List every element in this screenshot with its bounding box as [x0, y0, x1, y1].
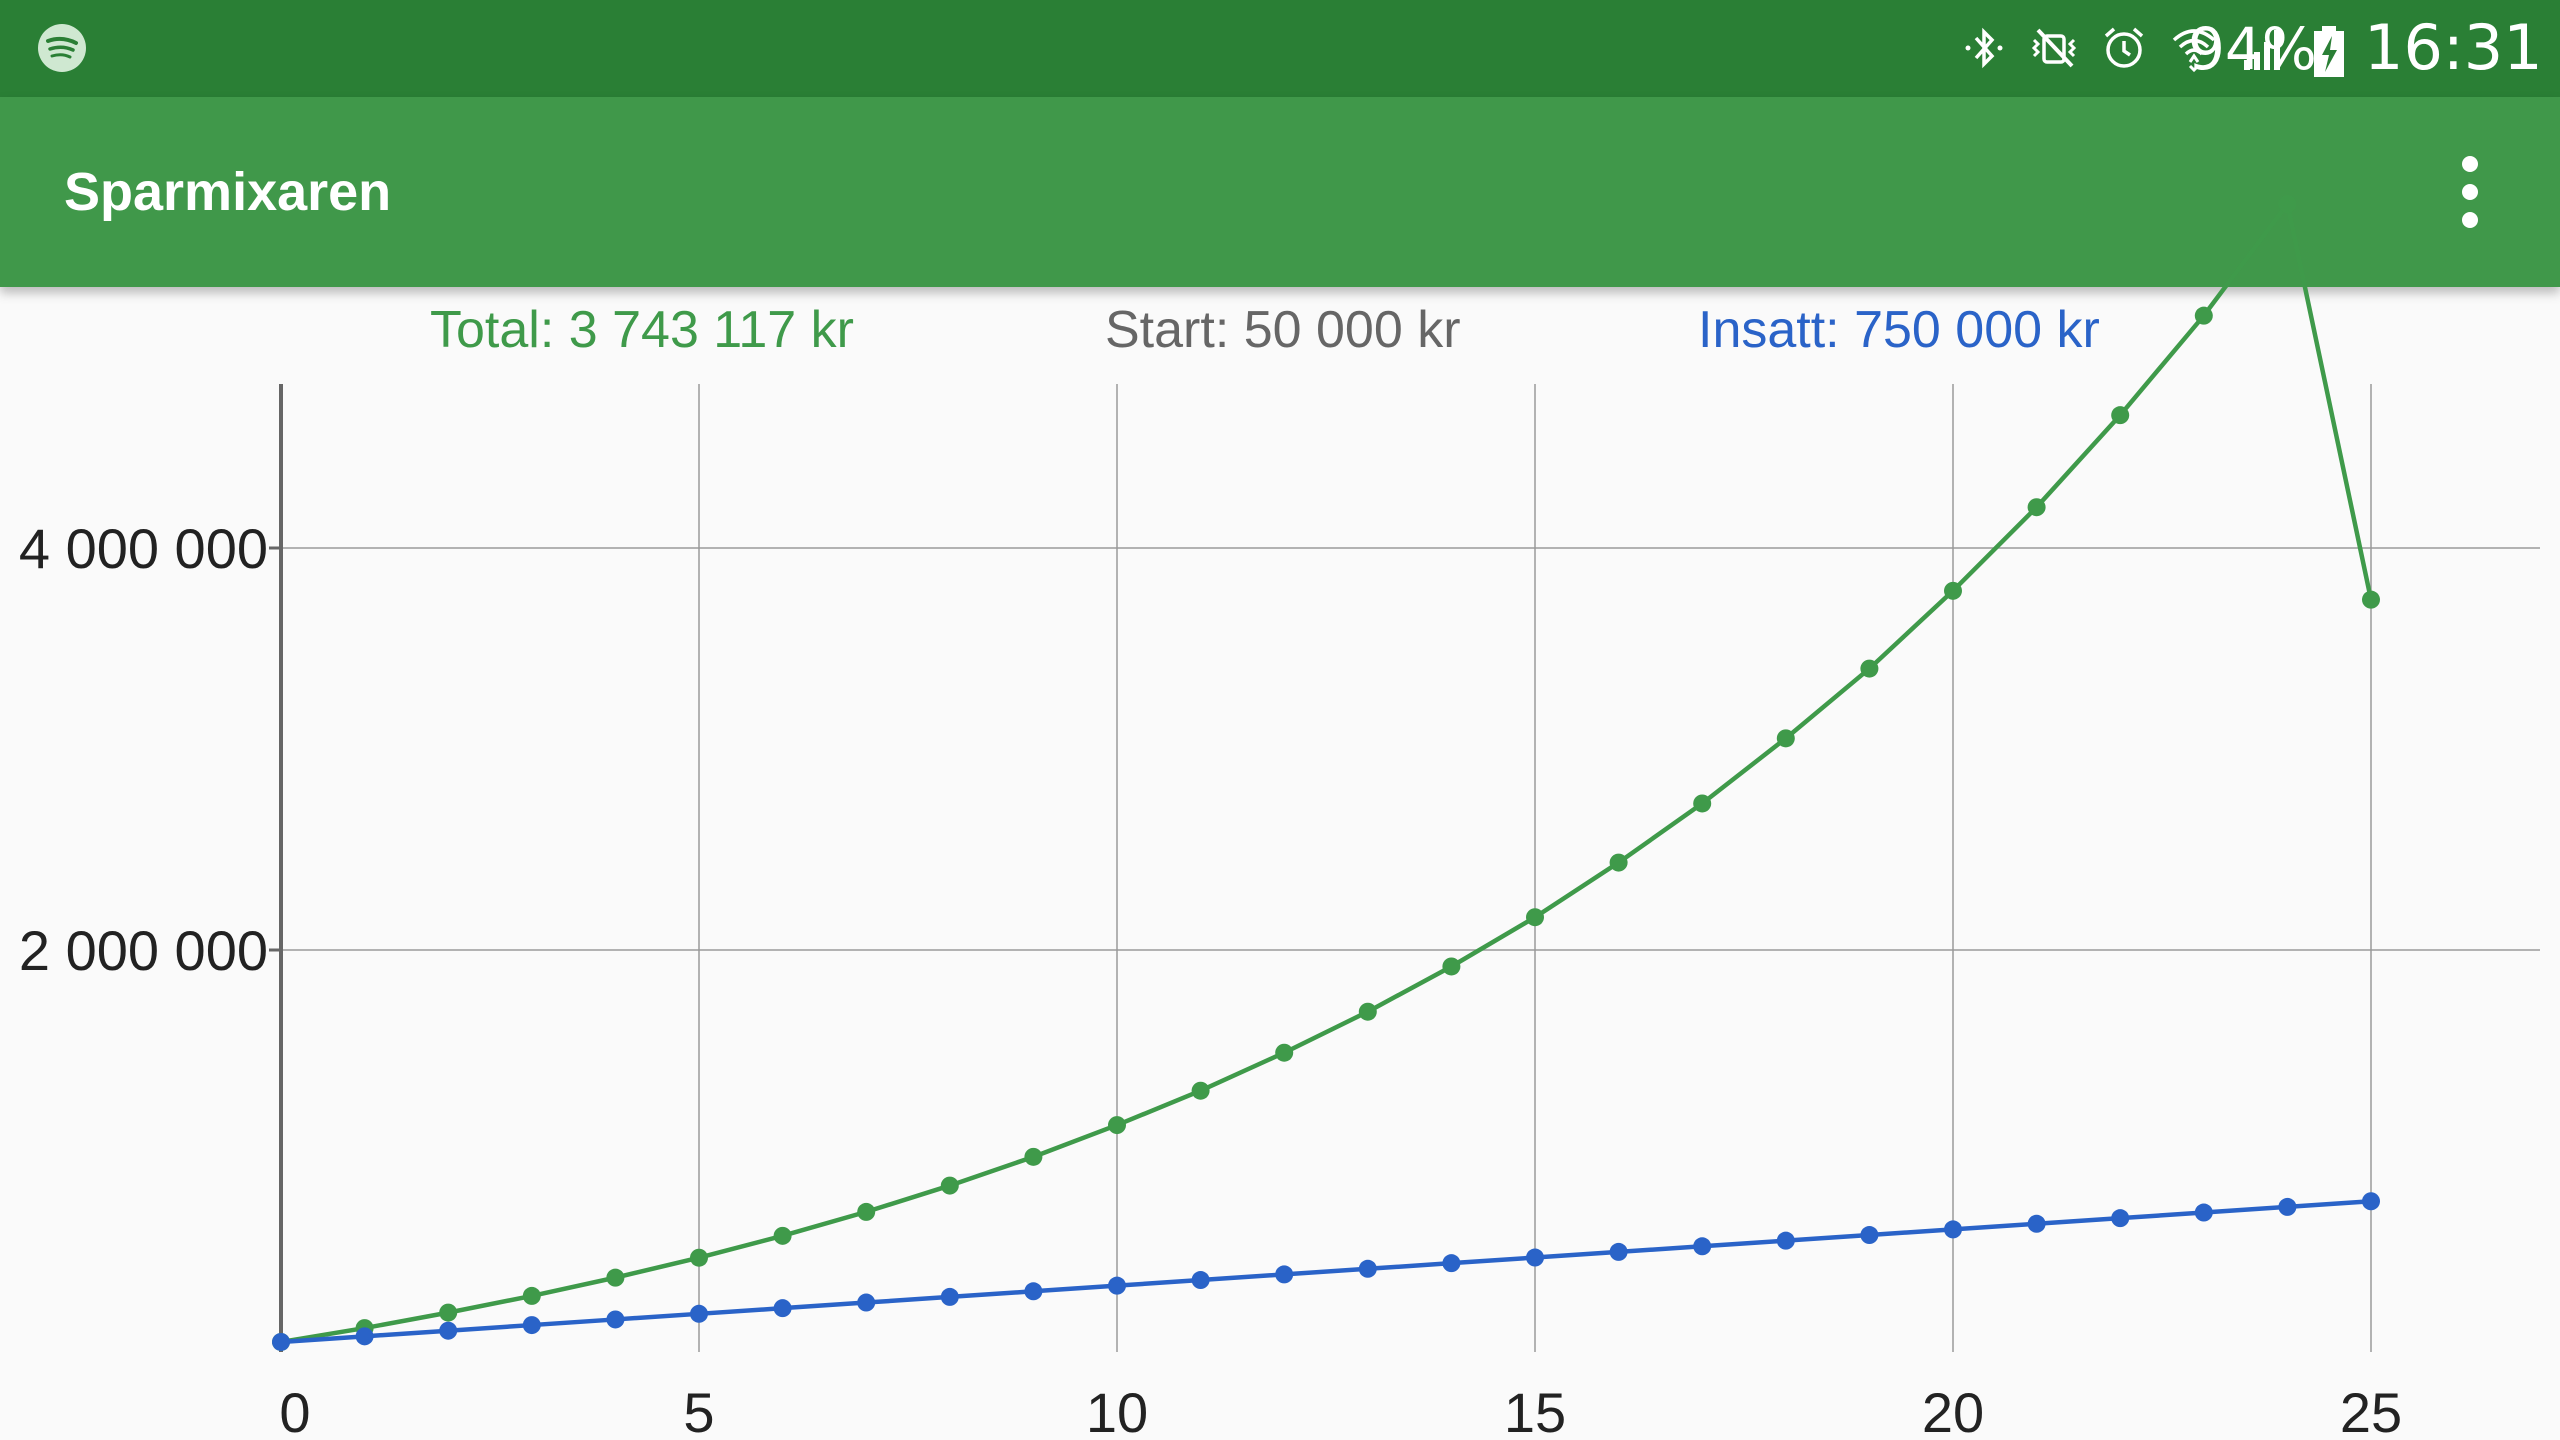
data-point — [1693, 794, 1712, 813]
app-bar: Sparmixaren — [0, 97, 2560, 287]
data-point — [1944, 1220, 1962, 1239]
status-bar: 94% 16:31 — [0, 0, 2560, 97]
data-point — [522, 1286, 541, 1305]
data-point — [1860, 659, 1879, 678]
more-vert-icon[interactable] — [2440, 152, 2500, 232]
data-point — [2362, 590, 2380, 609]
data-point — [1358, 1259, 1377, 1278]
signal-icon — [2244, 30, 2280, 70]
data-point — [2027, 498, 2046, 517]
data-point — [2362, 1192, 2380, 1211]
data-point — [1275, 1265, 1294, 1284]
data-point — [439, 1321, 458, 1340]
data-point — [1275, 1043, 1294, 1062]
x-tick-label: 5 — [683, 1381, 714, 1440]
battery-charging-icon — [2314, 26, 2344, 77]
data-point — [1776, 1231, 1795, 1250]
data-point — [1693, 1237, 1712, 1256]
data-point — [1776, 729, 1795, 748]
wifi-icon — [2172, 29, 2216, 73]
data-point — [606, 1268, 625, 1287]
status-icons — [1958, 20, 2290, 76]
data-point — [1860, 1226, 1879, 1245]
app-title: Sparmixaren — [64, 162, 392, 222]
summary-start: Start: 50 000 kr — [1105, 301, 1461, 359]
x-tick-label: 0 — [279, 1381, 310, 1440]
clock: 16:31 — [2364, 11, 2543, 84]
data-point — [1024, 1282, 1043, 1301]
data-point — [2111, 406, 2130, 425]
spotify-icon — [38, 24, 86, 72]
data-point — [1108, 1116, 1126, 1135]
data-point — [2278, 195, 2297, 214]
data-point — [522, 1316, 541, 1335]
data-point — [2194, 1203, 2213, 1222]
data-point — [1191, 1081, 1210, 1100]
bluetooth-icon — [1965, 27, 2003, 69]
data-point — [272, 1332, 290, 1351]
data-point — [857, 1293, 876, 1312]
y-tick-label: 2 000 000 — [19, 919, 268, 982]
data-point — [1609, 1242, 1628, 1261]
data-point — [1191, 1271, 1210, 1290]
data-point — [1944, 581, 1962, 600]
data-point — [355, 1327, 374, 1346]
x-tick-label: 15 — [1504, 1381, 1566, 1440]
data-point — [1024, 1147, 1043, 1166]
x-tick-label: 25 — [2340, 1381, 2402, 1440]
data-point — [773, 1226, 792, 1245]
series-line — [280, 198, 2374, 1345]
data-point — [690, 1248, 708, 1267]
summary-total: Total: 3 743 117 kr — [430, 301, 854, 359]
data-point — [690, 1304, 708, 1323]
data-point — [1526, 1248, 1544, 1267]
data-point — [1358, 1002, 1377, 1021]
y-tick-label: 4 000 000 — [19, 517, 268, 580]
data-point — [1442, 1254, 1461, 1273]
alarm-icon — [2104, 27, 2144, 68]
data-point — [2111, 1209, 2130, 1228]
data-point — [439, 1303, 458, 1322]
series-line — [280, 1199, 2372, 1345]
x-tick-label: 10 — [1086, 1381, 1148, 1440]
data-point — [1526, 908, 1544, 927]
data-point — [2194, 306, 2213, 325]
battery-percent: 94% — [2188, 15, 2317, 83]
data-point — [2278, 1197, 2297, 1216]
data-point — [2027, 1214, 2046, 1233]
data-point — [857, 1202, 876, 1221]
vibrate-mute-icon — [2031, 28, 2077, 68]
summary-insatt: Insatt: 750 000 kr — [1698, 301, 2100, 359]
data-point — [1108, 1276, 1126, 1295]
data-point — [940, 1287, 959, 1306]
data-point — [606, 1310, 625, 1329]
data-point — [1609, 853, 1628, 872]
x-tick-label: 20 — [1922, 1381, 1984, 1440]
data-point — [1442, 957, 1461, 976]
data-point — [773, 1299, 792, 1318]
data-point — [940, 1176, 959, 1195]
